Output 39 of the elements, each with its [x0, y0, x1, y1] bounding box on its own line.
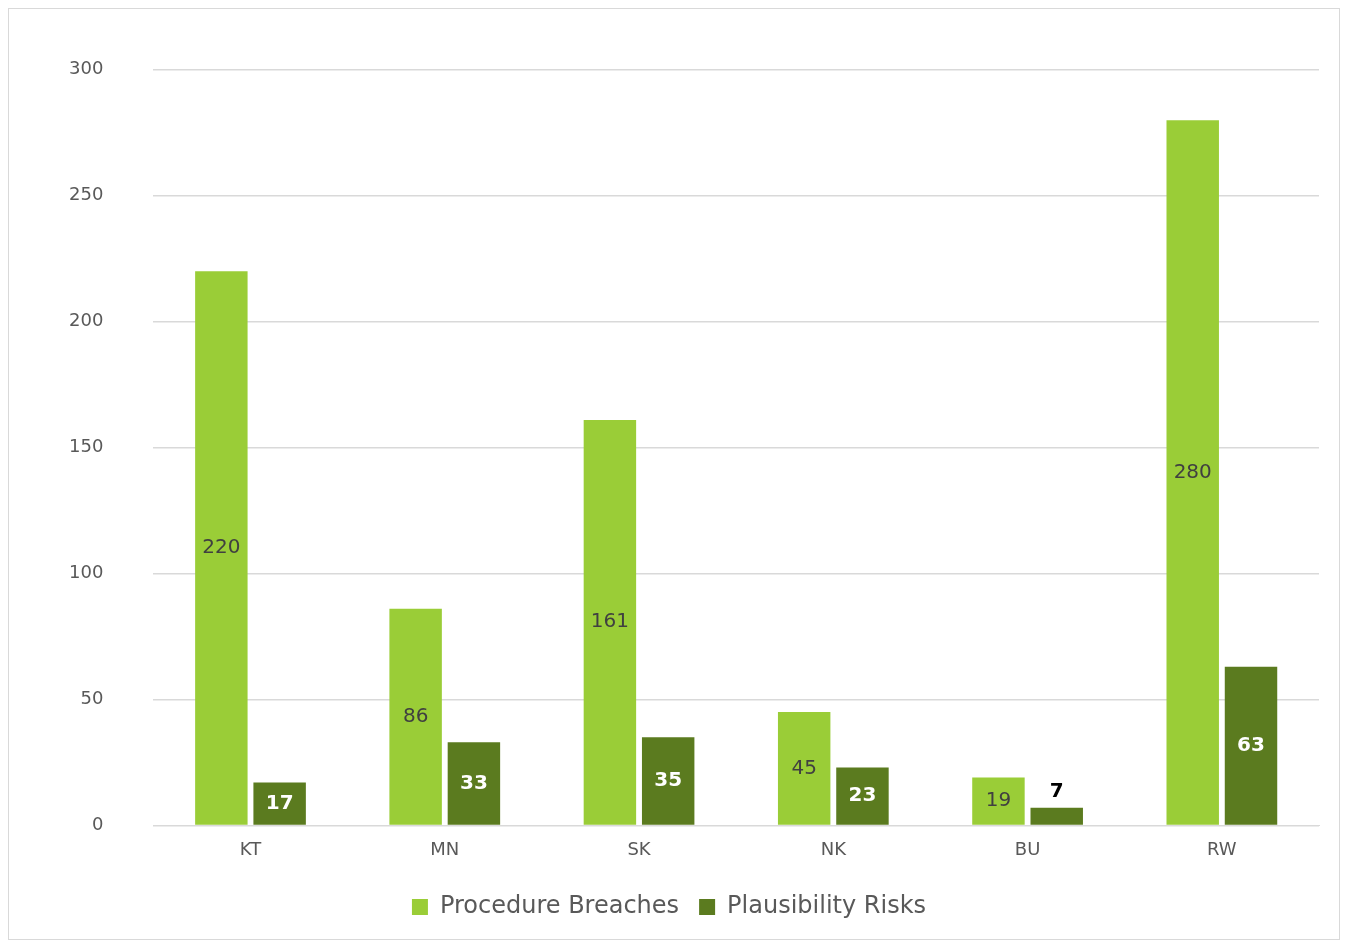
- data-label: 7: [1049, 777, 1064, 802]
- x-tick-label: NK: [820, 837, 848, 859]
- y-tick-label: 250: [69, 183, 104, 205]
- bar: [641, 737, 695, 825]
- x-tick-label: SK: [627, 837, 652, 859]
- bar: [1224, 666, 1278, 825]
- bar: [253, 782, 306, 825]
- data-label: 86: [402, 702, 429, 727]
- x-tick-label: MN: [430, 837, 460, 859]
- y-tick-label: 0: [91, 813, 104, 835]
- y-tick-label: 100: [69, 561, 104, 583]
- x-tick-label: RW: [1207, 837, 1237, 859]
- y-tick-label: 200: [69, 309, 104, 331]
- bar: [195, 271, 248, 825]
- data-label: 161: [590, 608, 629, 633]
- y-tick-label: 300: [69, 57, 104, 79]
- data-label: 33: [459, 769, 488, 794]
- legend-label: Procedure Breaches: [439, 891, 680, 920]
- x-tick-label: KT: [239, 837, 263, 859]
- data-label: 19: [985, 787, 1012, 812]
- data-label: 17: [265, 789, 294, 814]
- legend-label: Plausibility Risks: [727, 891, 927, 920]
- data-label: 35: [654, 767, 683, 792]
- data-label: 63: [1237, 731, 1265, 756]
- bar: [447, 742, 501, 825]
- bar: [1030, 807, 1083, 825]
- bar: [836, 767, 889, 825]
- y-tick-label: 50: [80, 687, 104, 709]
- data-label: 23: [848, 782, 877, 807]
- data-label: 45: [791, 754, 817, 779]
- bar: [1166, 120, 1219, 825]
- y-tick-label: 150: [69, 435, 104, 457]
- x-tick-label: BU: [1014, 837, 1041, 859]
- bar: [389, 608, 442, 825]
- data-label: 220: [202, 534, 241, 559]
- data-label: 280: [1173, 458, 1212, 483]
- bar: [777, 712, 831, 825]
- bar: [583, 419, 637, 825]
- bar: [972, 777, 1025, 825]
